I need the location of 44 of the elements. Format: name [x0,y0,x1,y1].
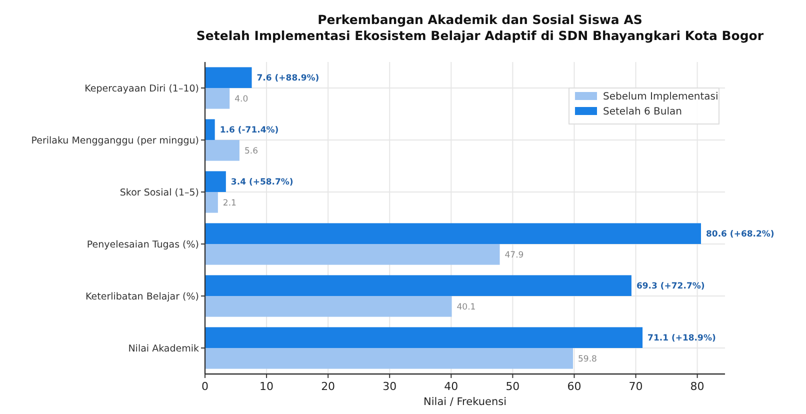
y-tick-label: Penyelesaian Tugas (%) [86,239,199,250]
x-tick-label: 60 [567,380,582,393]
bar [205,348,573,369]
data-label: 69.3 (+72.7%) [636,282,705,292]
legend-label: Sebelum Implementasi [603,92,718,102]
x-tick-label: 70 [628,380,643,393]
x-tick-label: 20 [321,380,336,393]
x-tick-label: 40 [444,380,458,393]
bar [205,171,226,192]
data-label: 7.6 (+88.9%) [256,74,320,84]
y-tick-label: Skor Sosial (1–5) [120,187,199,198]
bar [205,88,230,109]
data-label: 5.6 [244,146,258,156]
legend-label: Setelah 6 Bulan [603,106,682,118]
x-tick-label: 80 [690,380,704,393]
bar [205,327,643,348]
bar [205,119,215,140]
data-label: 47.9 [504,250,524,260]
bar [205,140,240,161]
x-tick-label: 50 [506,380,520,393]
data-label: 80.6 (+68.2%) [706,230,774,240]
data-label: 59.8 [578,354,597,364]
bar [205,275,632,296]
data-label: 40.1 [456,302,476,312]
data-label: 2.1 [222,198,236,208]
y-tick-label: Kepercayaan Diri (1–10) [84,83,199,94]
bar [205,296,452,317]
chart-title: Perkembangan Akademik dan Sosial Siswa AS [318,12,642,27]
data-label: 71.1 (+18.9%) [648,334,716,344]
x-axis-title: Nilai / Frekuensi [424,396,506,408]
y-tick-label: Perilaku Mengganggu (per minggu) [31,135,199,146]
bar [205,67,252,88]
y-tick-label: Keterlibatan Belajar (%) [86,291,199,302]
data-label: 3.4 (+58.7%) [230,178,294,188]
x-tick-label: 30 [382,380,397,393]
x-tick-label: 10 [260,380,274,393]
bar [205,244,500,265]
y-tick-label: Nilai Akademik [128,343,200,354]
data-label: 4.0 [234,94,248,104]
data-label: 1.6 (-71.4%) [220,126,279,136]
x-tick-label: 0 [202,380,208,393]
bar [205,192,218,213]
bar [205,223,701,244]
chart-subtitle: Setelah Implementasi Ekosistem Belajar Adaptif di SDN Bhayangkari Kota Bogor [196,28,764,43]
